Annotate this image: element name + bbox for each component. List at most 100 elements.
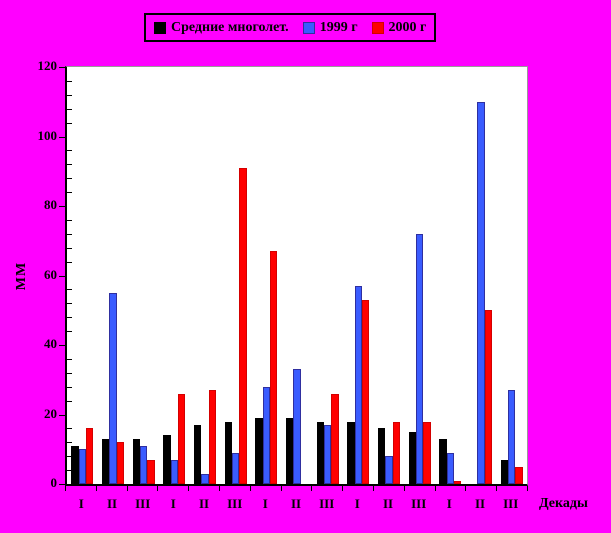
y-minor-tick bbox=[67, 289, 72, 291]
bar bbox=[323, 424, 332, 484]
bar bbox=[132, 438, 140, 484]
bar bbox=[86, 428, 94, 484]
bar bbox=[415, 233, 424, 484]
y-tick-label: 100 bbox=[37, 127, 58, 143]
x-tick bbox=[219, 486, 220, 491]
bar bbox=[239, 167, 247, 484]
x-tick-label: III bbox=[319, 496, 335, 511]
legend-label-1999: 1999 г bbox=[319, 19, 358, 35]
y-minor-tick bbox=[67, 372, 72, 374]
bar bbox=[101, 438, 110, 484]
bar bbox=[201, 473, 209, 484]
x-axis-title: Декады bbox=[539, 496, 588, 511]
bar bbox=[377, 428, 386, 484]
legend-item-1999: 1999 г bbox=[302, 19, 358, 35]
y-minor-tick bbox=[67, 164, 72, 166]
bar bbox=[116, 442, 125, 484]
x-tick-label: III bbox=[503, 496, 519, 511]
x-tick-label: I bbox=[262, 496, 268, 511]
bar bbox=[392, 421, 401, 484]
bar bbox=[484, 310, 493, 484]
x-tick-label: I bbox=[354, 496, 360, 511]
x-tick bbox=[434, 486, 436, 491]
y-minor-tick bbox=[67, 247, 72, 249]
y-minor-tick bbox=[67, 192, 72, 194]
bar bbox=[71, 445, 79, 484]
legend-swatch-1999 bbox=[302, 21, 315, 34]
x-tick bbox=[403, 486, 405, 491]
x-tick-label: III bbox=[411, 496, 427, 511]
bar bbox=[147, 459, 155, 484]
x-tick-label: III bbox=[227, 496, 243, 511]
bar bbox=[109, 292, 117, 484]
y-minor-tick bbox=[67, 219, 72, 221]
y-minor-tick bbox=[67, 150, 72, 152]
y-minor-tick bbox=[67, 331, 72, 333]
bar bbox=[347, 421, 355, 484]
x-tick-label: II bbox=[198, 496, 210, 511]
x-tick bbox=[496, 486, 498, 491]
y-major-tick bbox=[59, 136, 65, 138]
x-tick bbox=[311, 486, 313, 491]
x-tick-label: II bbox=[290, 496, 302, 511]
bar bbox=[439, 438, 447, 484]
bar bbox=[423, 421, 431, 484]
bar bbox=[316, 421, 324, 484]
bar bbox=[270, 251, 278, 484]
y-tick-label: 0 bbox=[50, 475, 58, 490]
bar bbox=[170, 459, 178, 484]
bar bbox=[231, 452, 240, 484]
y-minor-tick bbox=[67, 303, 72, 305]
x-tick-label: I bbox=[78, 496, 84, 511]
y-tick-label: 120 bbox=[37, 58, 58, 73]
x-tick-label: II bbox=[106, 496, 118, 511]
y-tick-label: 80 bbox=[44, 197, 57, 212]
y-minor-tick bbox=[67, 442, 72, 444]
legend-item-average: Средние многолет. bbox=[154, 20, 289, 35]
legend-swatch-average bbox=[154, 21, 166, 34]
bar bbox=[515, 466, 523, 484]
bar bbox=[285, 418, 294, 484]
x-tick bbox=[465, 486, 467, 491]
y-tick-label: 60 bbox=[44, 266, 57, 282]
y-minor-tick bbox=[67, 94, 72, 96]
y-tick-label: 40 bbox=[44, 336, 57, 351]
y-major-tick bbox=[59, 67, 65, 68]
x-tick bbox=[157, 486, 159, 491]
bar bbox=[139, 445, 148, 484]
x-tick bbox=[95, 486, 97, 491]
bar bbox=[454, 480, 462, 484]
legend-item-2000: 2000 г bbox=[371, 19, 427, 35]
legend-label-2000: 2000 г bbox=[388, 19, 427, 35]
y-minor-tick bbox=[67, 428, 72, 430]
bar bbox=[78, 449, 86, 484]
bar bbox=[224, 421, 232, 484]
y-minor-tick bbox=[67, 358, 72, 360]
bar bbox=[331, 393, 339, 484]
bar bbox=[408, 431, 416, 484]
y-minor-tick bbox=[67, 470, 72, 472]
x-tick-label: II bbox=[474, 496, 486, 511]
y-minor-tick bbox=[67, 400, 72, 402]
plot-area bbox=[59, 66, 528, 486]
y-minor-tick bbox=[67, 122, 72, 124]
bar bbox=[293, 369, 301, 484]
bar bbox=[385, 456, 393, 484]
x-tick bbox=[126, 486, 128, 491]
bar bbox=[477, 101, 485, 484]
bar bbox=[507, 390, 516, 484]
x-tick-label: I bbox=[446, 496, 452, 511]
x-tick bbox=[188, 486, 190, 491]
bar bbox=[255, 418, 263, 484]
x-tick bbox=[280, 486, 282, 491]
bar bbox=[500, 459, 508, 484]
y-minor-tick bbox=[67, 233, 72, 235]
x-tick bbox=[342, 486, 344, 491]
bar bbox=[208, 390, 217, 484]
bar bbox=[163, 435, 171, 484]
legend-swatch-2000 bbox=[371, 21, 384, 34]
y-tick-label: 20 bbox=[44, 405, 57, 421]
bar bbox=[178, 393, 186, 484]
y-minor-tick bbox=[67, 261, 72, 263]
